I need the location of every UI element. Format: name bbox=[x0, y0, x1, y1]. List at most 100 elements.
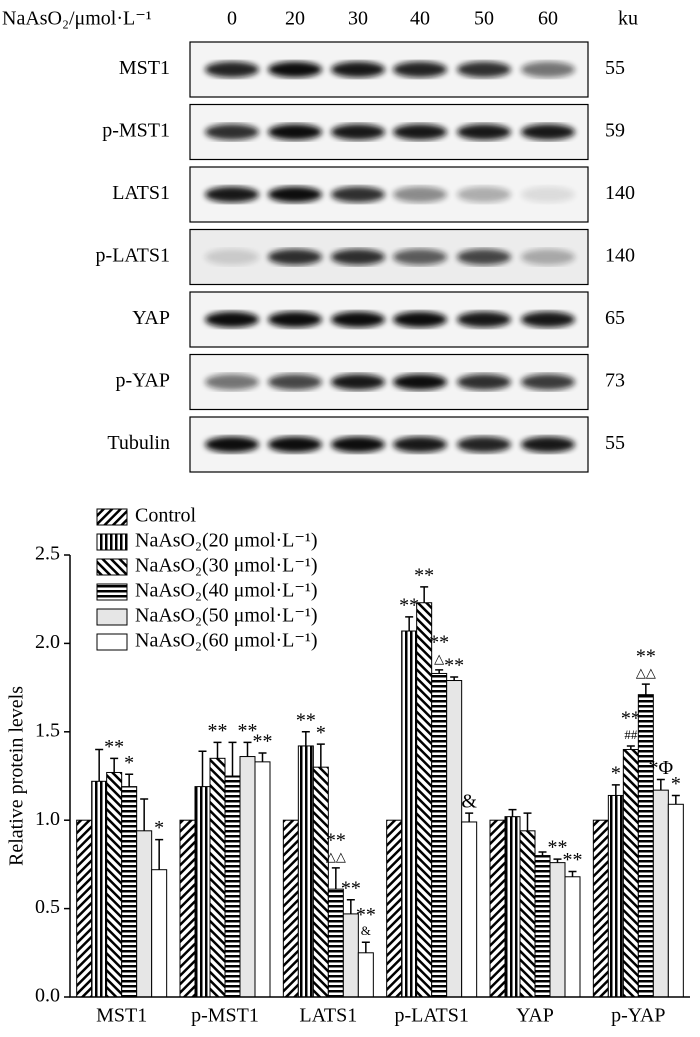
error-bar bbox=[361, 941, 370, 953]
legend-label: NaAsO₂(30 μmol·L⁻¹) bbox=[135, 555, 318, 577]
error-bar bbox=[405, 616, 414, 632]
bar bbox=[342, 913, 359, 998]
error-bar bbox=[346, 899, 355, 914]
legend-swatch bbox=[96, 633, 128, 651]
error-bar bbox=[125, 773, 134, 787]
lane-label: 0 bbox=[227, 8, 237, 30]
y-tick-label: 2.5 bbox=[35, 543, 60, 565]
band bbox=[205, 61, 259, 78]
bar bbox=[667, 803, 684, 998]
significance: ** bbox=[563, 849, 583, 871]
y-tick-label: 0.0 bbox=[35, 985, 60, 1007]
significance: *Φ bbox=[649, 757, 674, 779]
ku-label: 140 bbox=[605, 245, 635, 267]
error-bar bbox=[155, 838, 164, 870]
error-bar bbox=[538, 851, 547, 856]
bar bbox=[592, 819, 609, 998]
significance: & bbox=[461, 791, 477, 813]
bar bbox=[416, 602, 433, 998]
legend-label: NaAsO₂(50 μmol·L⁻¹) bbox=[135, 605, 318, 627]
error-bar bbox=[671, 794, 680, 805]
error-bar bbox=[450, 676, 459, 681]
bar bbox=[312, 766, 329, 998]
band bbox=[268, 311, 322, 328]
legend-swatch bbox=[96, 583, 128, 601]
band bbox=[331, 124, 385, 140]
bar bbox=[179, 819, 196, 998]
error-bar bbox=[641, 683, 650, 695]
significance: * bbox=[124, 752, 134, 774]
band bbox=[457, 186, 511, 203]
significance: ** bbox=[399, 594, 419, 616]
significance: * bbox=[154, 817, 164, 839]
x-tick-label: YAP bbox=[516, 1005, 554, 1027]
error-bar bbox=[213, 741, 222, 759]
bar bbox=[327, 888, 344, 998]
blot: 0 20 30 40 50 60 MST1 55 p-MST1 59 LATS1 140 p-LATS1… bbox=[96, 8, 635, 473]
protein-label: YAP bbox=[132, 307, 170, 329]
band bbox=[457, 311, 511, 328]
ku-label: 140 bbox=[605, 182, 635, 204]
band bbox=[205, 249, 259, 265]
error-bar bbox=[553, 858, 562, 863]
lane-label: 30 bbox=[348, 8, 368, 30]
blot-header: NaAsO₂/μmol·L⁻¹ bbox=[2, 8, 152, 30]
band bbox=[331, 249, 385, 265]
band bbox=[457, 436, 511, 453]
ku-label: 73 bbox=[605, 370, 625, 392]
significance: ** bbox=[208, 720, 228, 742]
bar bbox=[564, 876, 581, 998]
bar bbox=[136, 830, 153, 998]
error-bar bbox=[611, 784, 620, 796]
bar bbox=[282, 819, 299, 998]
bar bbox=[297, 745, 314, 998]
x-tick-label: LATS1 bbox=[299, 1005, 357, 1027]
band bbox=[268, 186, 322, 203]
significance-sub: & bbox=[361, 923, 371, 938]
bar bbox=[489, 819, 506, 998]
significance: ** bbox=[414, 564, 434, 586]
legend-label: Control bbox=[135, 505, 197, 527]
band bbox=[268, 124, 322, 140]
lane-label: 50 bbox=[474, 8, 494, 30]
error-bar bbox=[331, 867, 340, 890]
bar bbox=[461, 821, 478, 998]
band bbox=[331, 311, 385, 328]
legend-label: NaAsO₂(20 μmol·L⁻¹) bbox=[135, 530, 318, 552]
x-tick-label: p-LATS1 bbox=[394, 1005, 468, 1027]
band bbox=[393, 124, 447, 140]
significance: ** bbox=[356, 904, 376, 926]
error-bar bbox=[110, 757, 119, 773]
band bbox=[521, 311, 575, 328]
band bbox=[331, 374, 385, 390]
legend-label: NaAsO₂(40 μmol·L⁻¹) bbox=[135, 580, 318, 602]
significance: * bbox=[316, 722, 326, 744]
band bbox=[331, 61, 385, 78]
significance: ** bbox=[104, 736, 124, 758]
legend-swatch bbox=[96, 508, 128, 526]
band bbox=[457, 124, 511, 140]
band bbox=[331, 186, 385, 203]
bar bbox=[209, 757, 226, 998]
error-bar bbox=[95, 748, 104, 782]
significance: ** bbox=[296, 709, 316, 731]
protein-label: MST1 bbox=[119, 57, 170, 79]
error-bar bbox=[435, 669, 444, 674]
significance: ** bbox=[253, 731, 273, 753]
protein-label: p-LATS1 bbox=[96, 245, 170, 267]
error-bar bbox=[316, 743, 325, 768]
error-bar bbox=[523, 812, 532, 831]
band bbox=[393, 249, 447, 265]
significance-sub: △△ bbox=[636, 665, 656, 680]
legend-label: NaAsO₂(60 μmol·L⁻¹) bbox=[135, 630, 318, 652]
band bbox=[393, 61, 447, 78]
error-bar bbox=[656, 778, 665, 791]
bar bbox=[239, 756, 256, 998]
error-bar bbox=[301, 731, 310, 746]
band bbox=[521, 186, 575, 203]
error-bar bbox=[140, 798, 149, 831]
band bbox=[521, 61, 575, 78]
error-bar bbox=[568, 870, 577, 877]
protein-label: Tubulin bbox=[107, 432, 170, 454]
